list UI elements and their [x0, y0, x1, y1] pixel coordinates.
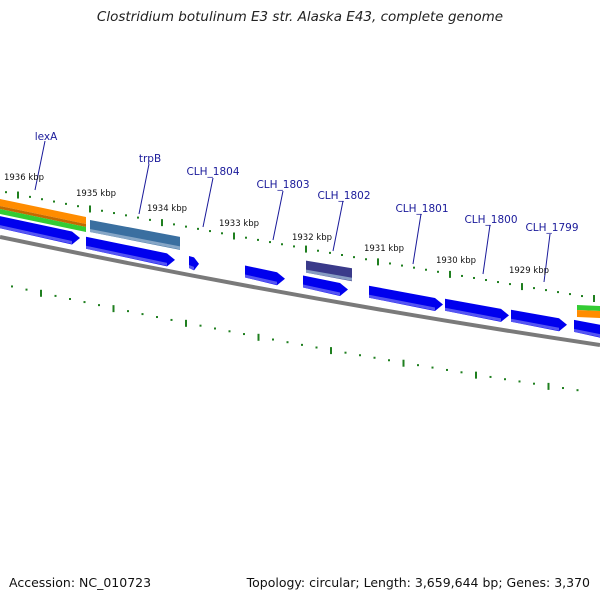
gene-body — [0, 216, 80, 245]
gene-CLH_1800[interactable] — [445, 298, 509, 322]
leader-line-CLH_1803 — [272, 190, 284, 241]
feature-band-right — [577, 305, 600, 318]
gene-CLH_1799[interactable] — [511, 309, 567, 332]
leader-line-CLH_1799 — [543, 233, 551, 283]
gene-label-CLH_1799[interactable]: CLH_1799 — [525, 222, 578, 234]
orange-band — [0, 199, 86, 224]
gene-body — [445, 298, 509, 322]
gene-body — [245, 265, 285, 286]
gene-track — [0, 214, 600, 338]
gene-label-CLH_1800[interactable]: CLH_1800 — [464, 214, 517, 226]
gene-CLH_1802-arrow[interactable] — [303, 275, 348, 297]
leader-line-CLH_1800 — [482, 224, 491, 275]
gene-label-group: lexA trpB CLH_1804 CLH_1803 CLH_1802 CLH… — [34, 131, 579, 283]
footer-stats: Topology: circular; Length: 3,659,644 bp… — [246, 575, 590, 590]
gene-shading — [0, 225, 72, 245]
kbp-label-group: 1936 kbp 1935 kbp 1934 kbp 1933 kbp 1932… — [4, 173, 549, 276]
green-band — [577, 305, 600, 311]
gene-trpB[interactable] — [90, 219, 180, 250]
gene-label-lexA[interactable]: lexA — [35, 131, 58, 143]
kbp-label: 1930 kbp — [436, 256, 476, 266]
genome-title: Clostridium botulinum E3 str. Alaska E43… — [96, 9, 504, 25]
gene-shading — [306, 269, 352, 281]
kbp-label: 1929 kbp — [509, 266, 549, 276]
gene-label-CLH_1801[interactable]: CLH_1801 — [395, 203, 448, 215]
gene-body — [511, 309, 567, 332]
gene-trpB-arrow[interactable] — [86, 236, 175, 267]
leader-line-CLH_1801 — [412, 213, 422, 265]
gene-next[interactable] — [574, 319, 600, 338]
leader-line-CLH_1802 — [332, 200, 344, 252]
gene-body — [303, 275, 348, 297]
gene-CLH_1804[interactable] — [189, 256, 199, 271]
gene-label-CLH_1802[interactable]: CLH_1802 — [317, 190, 370, 202]
gene-shading — [303, 284, 340, 296]
leader-line-trpB — [138, 163, 150, 215]
gene-body — [369, 285, 443, 311]
orange-band — [577, 310, 600, 318]
kbp-label: 1931 kbp — [364, 244, 404, 254]
kbp-label: 1932 kbp — [292, 233, 332, 243]
orange-band-shadow — [0, 206, 86, 227]
footer-accession: Accession: NC_010723 — [9, 575, 152, 590]
gene-shading — [86, 245, 167, 266]
gene-shading — [511, 318, 559, 331]
gene-shading — [189, 265, 194, 270]
gene-label-CLH_1804[interactable]: CLH_1804 — [186, 166, 239, 178]
gene-lexA-arrow[interactable] — [0, 214, 80, 245]
kbp-label: 1933 kbp — [219, 219, 259, 229]
kbp-label: 1935 kbp — [76, 189, 116, 199]
gene-shading — [90, 228, 180, 250]
leader-line-lexA — [34, 140, 46, 191]
gene-CLH_1801[interactable] — [369, 285, 443, 311]
genome-backbone — [0, 235, 600, 347]
lower-tick-track — [11, 285, 579, 392]
gene-label-trpB[interactable]: trpB — [139, 153, 161, 165]
kbp-label: 1936 kbp — [4, 173, 44, 183]
upper-tick-track — [5, 191, 595, 303]
feature-band-left — [0, 199, 86, 232]
leader-line-CLH_1804 — [202, 177, 214, 228]
gene-shading — [245, 274, 277, 285]
gene-CLH_1803[interactable] — [245, 265, 285, 286]
kbp-label: 1934 kbp — [147, 204, 187, 214]
gene-label-CLH_1803[interactable]: CLH_1803 — [256, 179, 309, 191]
gene-shading — [445, 307, 501, 322]
gene-CLH_1802[interactable] — [306, 260, 352, 282]
gene-shading — [369, 294, 435, 311]
gene-body — [86, 236, 175, 267]
green-band — [0, 209, 86, 232]
gene-shading — [574, 328, 600, 338]
